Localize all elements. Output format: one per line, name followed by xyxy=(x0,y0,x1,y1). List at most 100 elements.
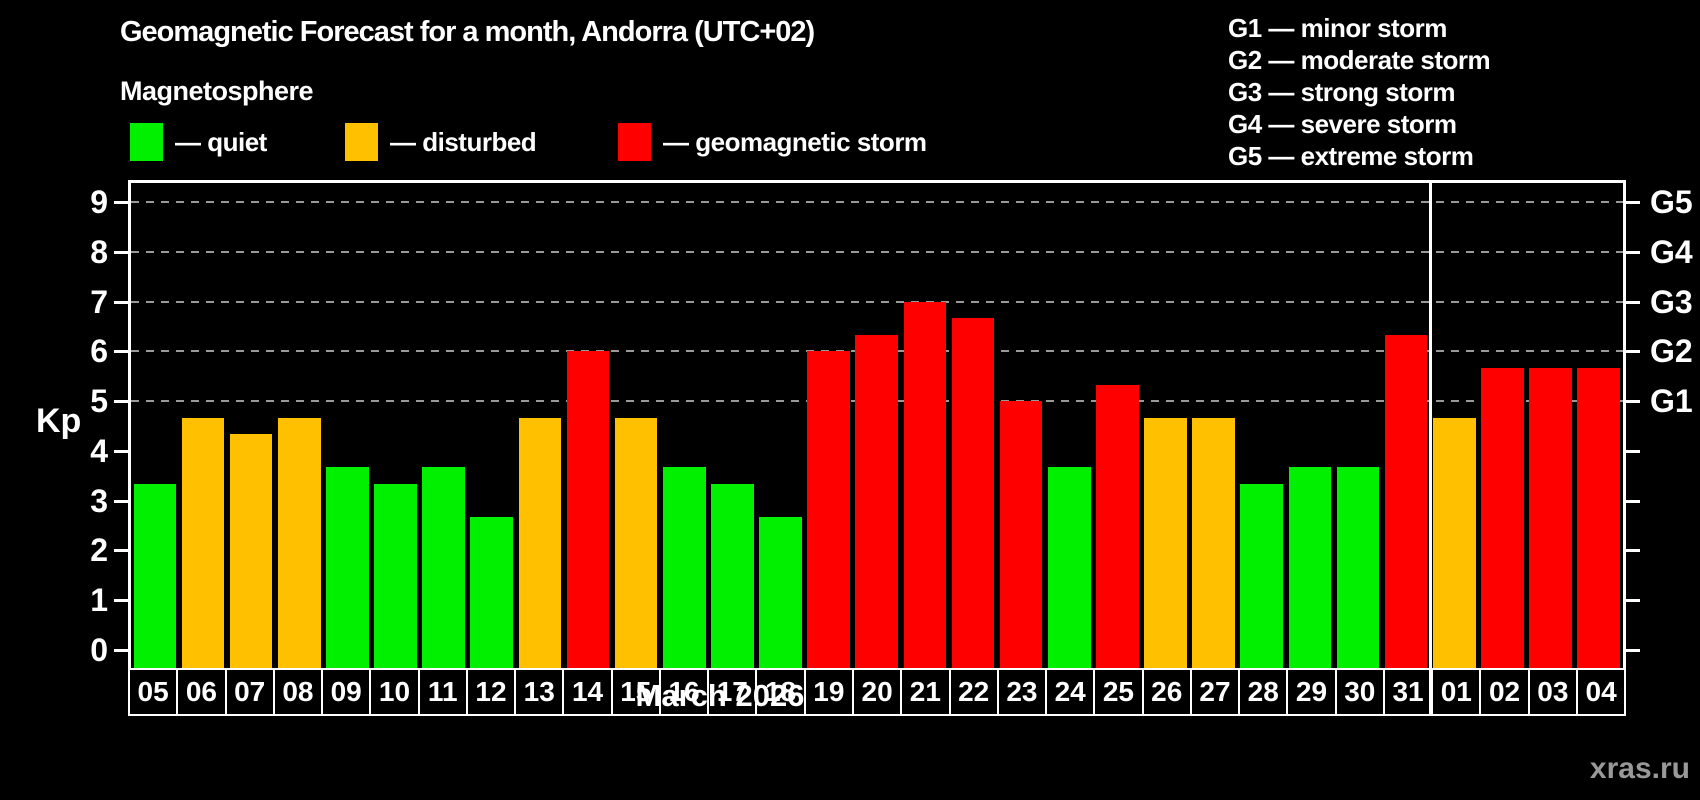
kp-bar-15 xyxy=(614,417,658,668)
left-tick-8 xyxy=(114,250,128,254)
right-tick-6 xyxy=(1626,350,1640,354)
kp-bar-03 xyxy=(1529,367,1572,668)
chart-subtitle: Magnetosphere xyxy=(120,76,314,106)
right-tick-1 xyxy=(1626,599,1640,603)
g-legend-line-3: G3 — strong storm xyxy=(1228,77,1455,107)
kp-bar-30 xyxy=(1336,467,1380,668)
kp-bar-14 xyxy=(566,351,610,668)
y-axis-label: Kp xyxy=(36,402,82,440)
kp-bar-26 xyxy=(1144,417,1187,668)
day-label-22: 22 xyxy=(948,668,999,716)
kp-bar-12 xyxy=(470,517,514,668)
kp-bar-05 xyxy=(133,484,177,668)
g-legend-line-4: G4 — severe storm xyxy=(1228,109,1457,139)
kp-bar-22 xyxy=(951,317,995,668)
right-tick-0 xyxy=(1626,649,1640,652)
day-label-08: 08 xyxy=(272,668,324,716)
left-tick-4 xyxy=(114,449,128,453)
legend-label-storm: — geomagnetic storm xyxy=(663,126,927,157)
quiet-color-swatch xyxy=(130,123,163,161)
right-tick-5 xyxy=(1626,400,1640,404)
g-axis-label-G1: G1 xyxy=(1650,383,1693,420)
y-tick-label-5: 5 xyxy=(90,383,108,420)
day-label-13: 13 xyxy=(514,668,565,716)
left-tick-1 xyxy=(114,599,128,603)
g-legend-line-5: G5 — extreme storm xyxy=(1228,141,1474,171)
x-axis-title: March 2026 xyxy=(635,678,805,713)
y-tick-label-9: 9 xyxy=(90,184,108,220)
y-tick-label-7: 7 xyxy=(90,283,108,320)
kp-bar-07 xyxy=(229,434,273,668)
watermark: xras.ru xyxy=(1589,752,1690,785)
kp-bar-04 xyxy=(1577,367,1620,668)
y-tick-label-1: 1 xyxy=(90,582,108,619)
kp-bar-13 xyxy=(518,417,562,668)
day-label-30: 30 xyxy=(1334,668,1385,716)
kp-bar-23 xyxy=(999,401,1043,668)
kp-bar-09 xyxy=(326,467,369,668)
right-tick-4 xyxy=(1626,449,1640,453)
left-tick-2 xyxy=(114,549,128,553)
kp-bar-31 xyxy=(1384,334,1428,668)
kp-bar-18 xyxy=(759,517,802,668)
day-label-28: 28 xyxy=(1238,668,1289,716)
day-label-31: 31 xyxy=(1382,668,1434,716)
legend-label-quiet: — quiet xyxy=(175,126,267,157)
month-separator-line xyxy=(1428,183,1432,716)
legend-item-storm: — geomagnetic storm xyxy=(618,122,927,162)
kp-bar-17 xyxy=(711,484,754,668)
kp-bar-01 xyxy=(1432,417,1476,668)
right-tick-8 xyxy=(1626,250,1640,254)
g-axis-label-G3: G3 xyxy=(1650,283,1693,320)
left-tick-7 xyxy=(114,300,128,304)
day-label-29: 29 xyxy=(1286,668,1337,716)
kp-bar-06 xyxy=(181,417,225,668)
left-tick-5 xyxy=(114,400,128,404)
right-tick-3 xyxy=(1626,499,1640,503)
g-axis-label-G4: G4 xyxy=(1650,233,1693,270)
y-tick-label-6: 6 xyxy=(90,333,108,370)
kp-bar-02 xyxy=(1481,367,1524,668)
day-label-03: 03 xyxy=(1527,668,1578,716)
g-legend-line-2: G2 — moderate storm xyxy=(1228,45,1491,75)
day-label-23: 23 xyxy=(996,668,1048,716)
storm-color-swatch xyxy=(618,123,651,161)
kp-bar-28 xyxy=(1240,484,1284,668)
kp-bar-08 xyxy=(277,417,321,668)
y-tick-label-4: 4 xyxy=(90,432,108,469)
y-tick-label-8: 8 xyxy=(90,233,108,270)
chart-title: Geomagnetic Forecast for a month, Andorr… xyxy=(120,16,815,48)
day-label-06: 06 xyxy=(176,668,227,716)
day-label-24: 24 xyxy=(1045,668,1096,716)
kp-bar-25 xyxy=(1096,384,1139,668)
kp-bar-11 xyxy=(422,467,465,668)
g-legend-line-1: G1 — minor storm xyxy=(1228,13,1447,43)
y-tick-label-0: 0 xyxy=(90,632,108,668)
x-axis-day-row: 05 06 07 08 09 10 11 12 13 14 15 16 17 18 19 20 21 22 23 24… xyxy=(128,668,1627,716)
left-tick-9 xyxy=(114,201,128,204)
kp-bar-19 xyxy=(807,351,850,668)
g-scale-legend: G1 — minor storm G2 — moderate storm G3 — … xyxy=(1228,12,1491,172)
kp-bar-24 xyxy=(1047,467,1091,668)
day-label-07: 07 xyxy=(224,668,275,716)
left-tick-0 xyxy=(114,649,128,652)
kp-bar-29 xyxy=(1288,467,1332,668)
kp-bar-10 xyxy=(374,484,417,668)
gridline-kp7 xyxy=(131,300,1623,303)
day-label-25: 25 xyxy=(1093,668,1144,716)
day-label-09: 09 xyxy=(321,668,372,716)
day-label-05: 05 xyxy=(128,668,179,716)
right-tick-7 xyxy=(1626,300,1640,304)
right-tick-2 xyxy=(1626,549,1640,553)
g-axis-label-G2: G2 xyxy=(1650,333,1693,370)
disturbed-color-swatch xyxy=(345,123,378,161)
day-label-10: 10 xyxy=(369,668,420,716)
right-tick-9 xyxy=(1626,201,1640,204)
kp-bar-20 xyxy=(855,334,899,668)
day-label-12: 12 xyxy=(465,668,517,716)
left-tick-3 xyxy=(114,499,128,503)
day-label-04: 04 xyxy=(1575,668,1627,716)
day-label-11: 11 xyxy=(417,668,468,716)
day-label-01: 01 xyxy=(1431,668,1482,716)
